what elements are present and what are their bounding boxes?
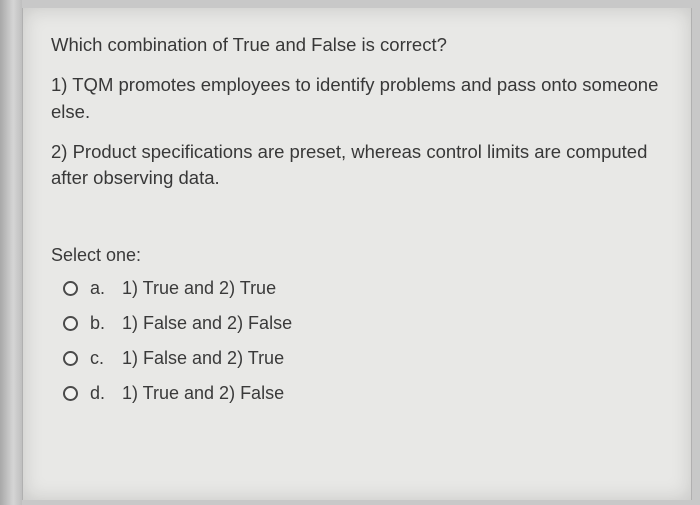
radio-icon[interactable]: [63, 386, 78, 401]
options-list: a. 1) True and 2) True b. 1) False and 2…: [51, 278, 671, 404]
option-a-row[interactable]: a. 1) True and 2) True: [63, 278, 671, 299]
question-prompt: Which combination of True and False is c…: [51, 32, 671, 58]
option-c-row[interactable]: c. 1) False and 2) True: [63, 348, 671, 369]
option-letter: d.: [90, 383, 114, 404]
option-text: 1) False and 2) False: [122, 313, 292, 334]
question-text-block: Which combination of True and False is c…: [51, 32, 671, 191]
spacer: [51, 205, 671, 245]
radio-icon[interactable]: [63, 316, 78, 331]
option-text: 1) True and 2) False: [122, 383, 284, 404]
select-one-label: Select one:: [51, 245, 671, 266]
radio-icon[interactable]: [63, 351, 78, 366]
question-statement-2: 2) Product specifications are preset, wh…: [51, 139, 671, 192]
option-text: 1) False and 2) True: [122, 348, 284, 369]
option-letter: a.: [90, 278, 114, 299]
page-binding-edge: [0, 0, 22, 505]
question-statement-1: 1) TQM promotes employees to identify pr…: [51, 72, 671, 125]
option-letter: b.: [90, 313, 114, 334]
option-b-row[interactable]: b. 1) False and 2) False: [63, 313, 671, 334]
option-letter: c.: [90, 348, 114, 369]
radio-icon[interactable]: [63, 281, 78, 296]
option-d-row[interactable]: d. 1) True and 2) False: [63, 383, 671, 404]
question-card: Which combination of True and False is c…: [22, 8, 692, 500]
option-text: 1) True and 2) True: [122, 278, 276, 299]
